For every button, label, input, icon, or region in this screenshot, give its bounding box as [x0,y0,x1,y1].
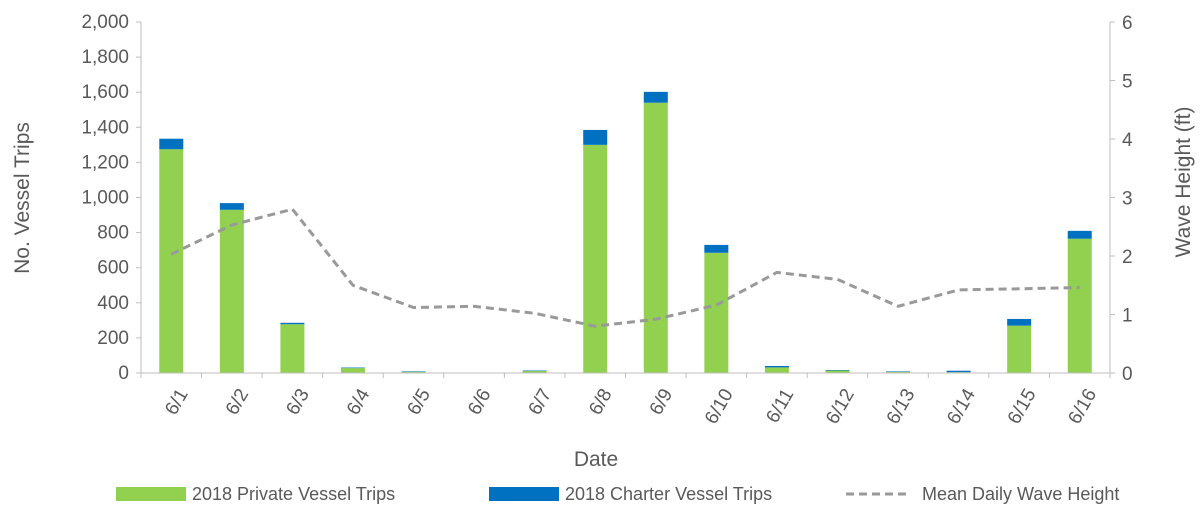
x-tick-label-6-11: 6/11 [762,385,798,426]
y2-tick-label: 0 [1122,364,1133,385]
y2-tick-label: 6 [1122,13,1133,34]
bar-charter-6-10 [704,244,729,253]
x-tick-label-6-16: 6/16 [1064,385,1101,428]
y2-tick-label: 4 [1122,130,1133,151]
legend-label-wave-height: Mean Daily Wave Height [922,484,1119,504]
wave-height-line-layer [170,207,1080,328]
y-tick-label: 2,000 [81,12,129,33]
y-tick-label: 0 [118,363,129,384]
bar-charter-6-4 [340,367,365,369]
axes-layer [140,22,1111,374]
y-tick-label: 1,600 [81,82,129,103]
x-tick-label-6-4: 6/4 [343,385,375,419]
x-tick-label-6-9: 6/9 [646,385,677,418]
bar-private-6-10 [704,252,729,373]
legend-swatch-charter [489,487,559,501]
bar-private-6-12 [825,370,850,373]
x-tick-label-6-10: 6/10 [701,385,738,428]
bar-private-6-11 [764,367,789,373]
bar-charter-6-8 [583,129,608,145]
x-tick-label-6-6: 6/6 [464,385,495,418]
bar-private-6-7 [522,370,547,373]
legend: 2018 Private Vessel Trips 2018 Charter Ve… [116,484,1119,504]
bar-private-6-1 [159,149,184,373]
y2-tick-label: 2 [1122,247,1133,268]
y2-axis-title: Wave Height (ft) [1172,107,1195,258]
bar-private-6-5 [401,371,426,373]
y-tick-label: 400 [97,293,129,314]
bar-private-6-9 [643,102,668,373]
x-tick-label-6-15: 6/15 [1004,385,1041,428]
mean-daily-wave-height-line [170,207,1080,328]
bar-charter-6-15 [1007,318,1032,326]
bar-charter-6-5 [401,371,426,372]
y2-tick-label: 3 [1122,189,1133,210]
bar-charter-6-3 [280,322,305,325]
x-tick-label-6-13: 6/13 [883,385,920,428]
bar-private-6-15 [1007,325,1032,373]
x-tick-label-6-3: 6/3 [282,385,313,418]
y-tick-label: 600 [97,258,129,279]
legend-swatch-private [116,487,186,501]
y-tick-label: 800 [97,223,129,244]
y-tick-label: 200 [97,328,129,349]
x-tick-label-6-8: 6/8 [585,385,616,418]
x-tick-label-6-7: 6/7 [525,385,556,418]
bar-charter-6-14 [946,370,971,373]
bar-private-6-13 [886,371,911,373]
bar-private-6-16 [1067,238,1092,373]
x-tick-label-6-14: 6/14 [943,385,980,428]
bar-private-6-2 [219,209,244,373]
bar-charter-6-16 [1067,230,1092,239]
bar-charter-6-7 [522,370,547,372]
y-tick-label: 1,800 [81,47,129,68]
legend-label-charter: 2018 Charter Vessel Trips [565,484,772,504]
bar-private-6-4 [340,368,365,373]
y-tick-label: 1,200 [81,152,129,173]
bar-charter-6-2 [219,203,244,210]
bar-charter-6-13 [886,371,911,372]
y-axis-title: No. Vessel Trips [11,122,34,274]
bar-charter-6-12 [825,370,850,371]
bars-layer [159,91,1092,373]
y2-tick-label: 1 [1122,306,1133,327]
x-tick-label-6-1: 6/1 [161,385,192,418]
y2-tick-label: 5 [1122,72,1133,93]
x-tick-label-6-2: 6/2 [222,385,253,418]
y-tick-label: 1,000 [81,188,129,209]
legend-label-private: 2018 Private Vessel Trips [192,484,395,504]
x-tick-label-6-5: 6/5 [404,385,435,418]
x-tick-label-6-12: 6/12 [822,385,859,428]
bar-charter-6-1 [159,138,184,150]
bar-charter-6-11 [764,365,789,368]
bar-private-6-3 [280,324,305,373]
bar-charter-6-9 [643,91,668,103]
y-tick-label: 1,400 [81,117,129,138]
x-axis-title: Date [574,448,618,471]
bar-private-6-8 [583,144,608,373]
